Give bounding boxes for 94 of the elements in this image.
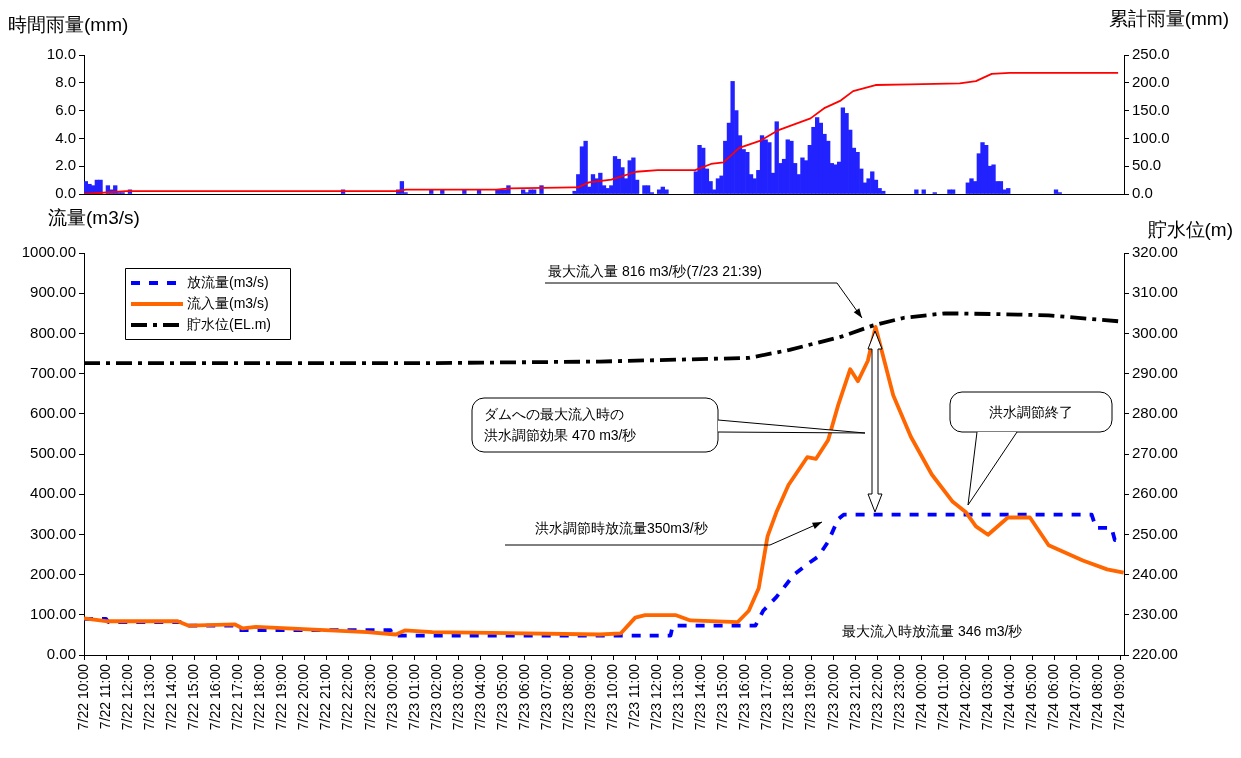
x-tick-label: 7/23 20:00 xyxy=(824,663,841,731)
x-tick-label: 7/24 01:00 xyxy=(934,663,951,731)
y2-tick-label: 270.00 xyxy=(1132,444,1178,462)
y-tick-label: 800.00 xyxy=(30,323,76,341)
annotation: 洪水調節時放流量350m3/秒 xyxy=(535,520,708,537)
y2-tick-label: 310.00 xyxy=(1132,283,1178,301)
y-tick-label: 1000.00 xyxy=(21,243,76,261)
y-axis-title: 時間雨量(mm) xyxy=(8,13,129,37)
y-tick-label: 10.0 xyxy=(46,45,76,63)
y2-axis-title: 貯水位(m) xyxy=(1147,218,1233,242)
y2-tick-label: 150.0 xyxy=(1132,100,1170,118)
y2-axis-title: 累計雨量(mm) xyxy=(1108,7,1229,31)
y2-tick-label: 240.00 xyxy=(1132,564,1178,582)
x-tick-label: 7/22 21:00 xyxy=(317,663,334,731)
x-tick-label: 7/24 02:00 xyxy=(956,663,973,731)
x-tick-label: 7/23 17:00 xyxy=(758,663,775,731)
x-tick-label: 7/23 22:00 xyxy=(868,663,885,731)
x-tick-label: 7/23 01:00 xyxy=(405,663,422,731)
y2-tick-label: 290.00 xyxy=(1132,363,1178,381)
x-tick-label: 7/23 12:00 xyxy=(648,663,665,731)
y2-tick-label: 0.0 xyxy=(1132,184,1153,202)
x-tick-label: 7/23 08:00 xyxy=(559,663,576,731)
legend-label: 流入量(m3/s) xyxy=(187,294,269,311)
y-tick-label: 900.00 xyxy=(30,283,76,301)
x-tick-label: 7/23 05:00 xyxy=(493,663,510,731)
y2-tick-label: 280.00 xyxy=(1132,403,1178,421)
x-tick-label: 7/23 18:00 xyxy=(780,663,797,731)
x-tick-label: 7/22 10:00 xyxy=(74,663,91,731)
legend-label: 放流量(m3/s) xyxy=(187,273,269,290)
x-tick-label: 7/22 17:00 xyxy=(229,663,246,731)
x-tick-label: 7/24 04:00 xyxy=(1000,663,1017,731)
x-tick-label: 7/22 18:00 xyxy=(251,663,268,731)
y-tick-label: 2.0 xyxy=(55,156,76,174)
x-tick-label: 7/24 06:00 xyxy=(1045,663,1062,731)
annotation: 洪水調節終了 xyxy=(988,402,1074,422)
x-tick-label: 7/24 09:00 xyxy=(1111,663,1128,731)
y-tick-label: 100.00 xyxy=(30,604,76,622)
x-tick-label: 7/23 14:00 xyxy=(692,663,709,731)
y2-tick-label: 300.00 xyxy=(1132,323,1178,341)
y2-tick-label: 230.00 xyxy=(1132,604,1178,622)
x-tick-label: 7/23 10:00 xyxy=(604,663,621,731)
x-tick-label: 7/23 04:00 xyxy=(471,663,488,731)
x-tick-label: 7/24 05:00 xyxy=(1022,663,1039,731)
y-tick-label: 200.00 xyxy=(30,564,76,582)
y-tick-label: 8.0 xyxy=(55,72,76,90)
y2-tick-label: 220.00 xyxy=(1132,645,1178,663)
y-tick-label: 600.00 xyxy=(30,403,76,421)
x-tick-label: 7/23 16:00 xyxy=(736,663,753,731)
x-tick-label: 7/23 07:00 xyxy=(537,663,554,731)
y-tick-label: 0.00 xyxy=(46,645,76,663)
x-tick-label: 7/23 13:00 xyxy=(670,663,687,731)
y-tick-label: 4.0 xyxy=(55,128,76,146)
y-tick-label: 0.0 xyxy=(55,184,76,202)
y-tick-label: 400.00 xyxy=(30,484,76,502)
x-tick-label: 7/22 14:00 xyxy=(163,663,180,731)
x-tick-label: 7/22 22:00 xyxy=(339,663,356,731)
annotation: 最大流入量 816 m3/秒(7/23 21:39) xyxy=(548,263,762,280)
x-tick-label: 7/22 13:00 xyxy=(141,663,158,731)
x-tick-label: 7/23 11:00 xyxy=(626,663,643,730)
y2-tick-label: 320.00 xyxy=(1132,243,1178,261)
x-tick-label: 7/23 02:00 xyxy=(427,663,444,731)
x-tick-label: 7/22 16:00 xyxy=(207,663,224,731)
x-tick-label: 7/23 00:00 xyxy=(383,663,400,731)
x-tick-label: 7/23 09:00 xyxy=(582,663,598,731)
x-tick-label: 7/23 23:00 xyxy=(890,663,907,731)
annotation: 最大流入時放流量 346 m3/秒 xyxy=(842,623,1023,640)
x-tick-label: 7/24 03:00 xyxy=(978,663,995,731)
y-tick-label: 300.00 xyxy=(30,524,76,542)
x-tick-label: 7/22 12:00 xyxy=(118,663,135,731)
x-tick-label: 7/22 15:00 xyxy=(185,663,202,731)
y-axis-title: 流量(m3/s) xyxy=(48,206,140,230)
legend-label: 貯水位(EL.m) xyxy=(187,315,271,332)
y2-tick-label: 250.0 xyxy=(1132,45,1170,63)
x-tick-label: 7/22 23:00 xyxy=(361,663,378,731)
x-tick-label: 7/24 08:00 xyxy=(1089,663,1106,731)
x-tick-label: 7/22 11:00 xyxy=(96,663,113,730)
y2-tick-label: 260.00 xyxy=(1132,484,1178,502)
y2-tick-label: 250.00 xyxy=(1132,524,1178,542)
y-tick-label: 6.0 xyxy=(55,100,76,118)
x-tick-label: 7/23 21:00 xyxy=(846,663,863,731)
x-tick-label: 7/23 15:00 xyxy=(714,663,731,731)
y2-tick-label: 200.0 xyxy=(1132,72,1170,90)
x-tick-label: 7/23 06:00 xyxy=(515,663,532,731)
y2-tick-label: 100.0 xyxy=(1132,128,1170,146)
annotation: ダムへの最大流入時の洪水調節効果 470 m3/秒 xyxy=(484,405,637,445)
x-tick-label: 7/24 00:00 xyxy=(912,663,929,731)
y-tick-label: 700.00 xyxy=(30,363,76,381)
x-tick-label: 7/23 19:00 xyxy=(802,663,819,731)
x-tick-label: 7/23 03:00 xyxy=(449,663,466,731)
y-tick-label: 500.00 xyxy=(30,444,76,462)
x-tick-label: 7/22 19:00 xyxy=(273,663,290,731)
y2-tick-label: 50.0 xyxy=(1132,156,1162,174)
x-tick-label: 7/22 20:00 xyxy=(295,663,312,731)
x-tick-label: 7/24 07:00 xyxy=(1067,663,1084,731)
